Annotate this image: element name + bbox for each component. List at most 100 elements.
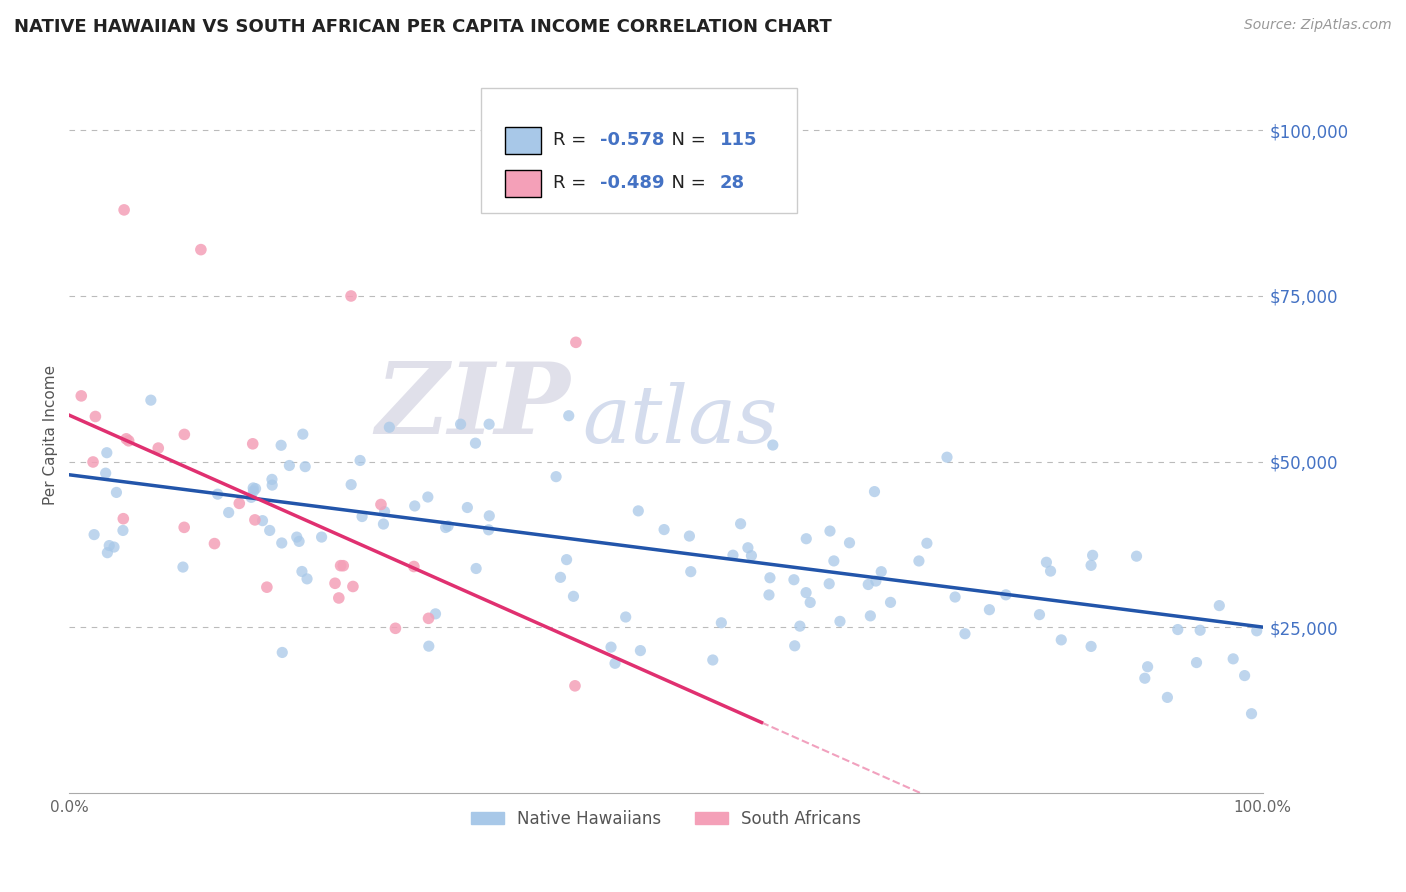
Point xyxy=(823,554,845,568)
Y-axis label: Per Capita Income: Per Capita Income xyxy=(44,365,58,505)
Text: ZIP: ZIP xyxy=(375,359,571,455)
Point xyxy=(370,498,392,512)
Point xyxy=(1167,623,1189,637)
Point xyxy=(311,530,333,544)
Point xyxy=(148,441,170,455)
Point xyxy=(70,389,93,403)
Point xyxy=(908,554,931,568)
Point xyxy=(936,450,959,465)
Point xyxy=(291,565,314,579)
Point xyxy=(710,615,733,630)
Point xyxy=(1080,558,1102,573)
Point xyxy=(740,549,762,563)
Point xyxy=(1028,607,1050,622)
Point xyxy=(1035,555,1057,569)
Point xyxy=(838,536,860,550)
Point xyxy=(173,427,195,442)
Point xyxy=(228,496,250,510)
Point xyxy=(1185,656,1208,670)
Point xyxy=(564,679,586,693)
Text: -0.489: -0.489 xyxy=(600,174,665,192)
Point xyxy=(259,524,281,538)
Point xyxy=(759,571,782,585)
Point xyxy=(794,585,817,599)
Point xyxy=(84,409,107,424)
Point xyxy=(828,615,851,629)
Point xyxy=(562,590,585,604)
Point xyxy=(1246,624,1268,638)
Point xyxy=(979,603,1001,617)
Point xyxy=(323,576,346,591)
Point xyxy=(105,485,128,500)
Point xyxy=(373,516,395,531)
Text: N =: N = xyxy=(659,174,711,192)
Point xyxy=(270,438,292,452)
Point xyxy=(118,434,141,448)
Point xyxy=(614,610,637,624)
Point xyxy=(342,579,364,593)
Point xyxy=(953,626,976,640)
Point xyxy=(328,591,350,605)
Point xyxy=(730,516,752,531)
Point xyxy=(190,243,212,257)
Point xyxy=(112,202,135,217)
Text: NATIVE HAWAIIAN VS SOUTH AFRICAN PER CAPITA INCOME CORRELATION CHART: NATIVE HAWAIIAN VS SOUTH AFRICAN PER CAP… xyxy=(14,18,832,36)
Text: 28: 28 xyxy=(720,174,745,192)
Point xyxy=(478,508,501,523)
Point xyxy=(112,512,135,526)
Point xyxy=(456,500,478,515)
Point xyxy=(437,519,460,533)
Point xyxy=(103,540,125,554)
Point xyxy=(652,523,675,537)
Point xyxy=(139,393,162,408)
Point xyxy=(111,524,134,538)
Point xyxy=(1133,671,1156,685)
Point xyxy=(1208,599,1230,613)
Point xyxy=(204,536,226,550)
Point xyxy=(384,621,406,635)
Point xyxy=(737,541,759,555)
Point xyxy=(173,520,195,534)
Point xyxy=(702,653,724,667)
Point xyxy=(546,469,568,483)
Point xyxy=(1080,640,1102,654)
Point xyxy=(83,527,105,541)
Point xyxy=(758,588,780,602)
Point xyxy=(374,505,396,519)
Text: -0.578: -0.578 xyxy=(600,130,665,149)
Point xyxy=(865,574,887,588)
Point xyxy=(285,530,308,544)
Point xyxy=(434,520,457,534)
FancyBboxPatch shape xyxy=(505,127,541,154)
Text: R =: R = xyxy=(553,130,592,149)
Point xyxy=(627,504,650,518)
Point xyxy=(464,436,486,450)
Point xyxy=(96,446,118,460)
Point xyxy=(329,558,352,573)
Point xyxy=(404,499,426,513)
Point xyxy=(1050,632,1073,647)
Point xyxy=(94,466,117,480)
Point xyxy=(721,548,744,562)
Point xyxy=(252,514,274,528)
Point xyxy=(859,608,882,623)
Point xyxy=(96,546,118,560)
Point xyxy=(402,559,425,574)
Text: 115: 115 xyxy=(720,130,758,149)
Point xyxy=(1125,549,1147,564)
Point xyxy=(818,524,841,538)
Point xyxy=(783,573,806,587)
Point xyxy=(278,458,301,473)
Point xyxy=(794,532,817,546)
Point xyxy=(378,420,401,434)
Point xyxy=(465,561,488,575)
Point xyxy=(352,509,374,524)
Point xyxy=(628,643,651,657)
Point xyxy=(207,487,229,501)
Point xyxy=(603,657,626,671)
Point xyxy=(818,576,841,591)
Point xyxy=(243,513,266,527)
Point xyxy=(416,490,439,504)
FancyBboxPatch shape xyxy=(505,169,541,197)
Text: N =: N = xyxy=(659,130,711,149)
